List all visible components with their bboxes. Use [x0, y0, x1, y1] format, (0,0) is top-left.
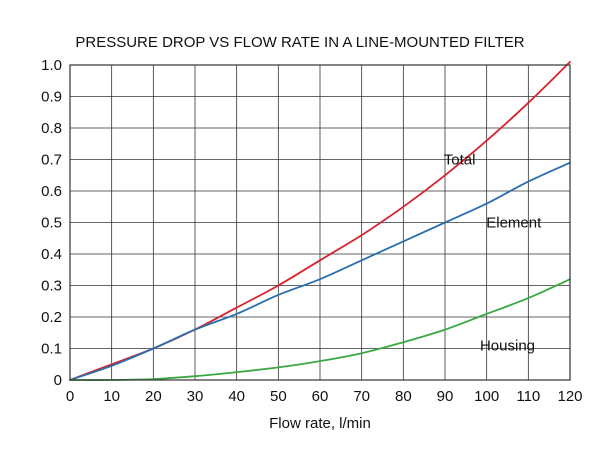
x-tick-label: 30: [187, 388, 204, 405]
tick-labels: 0 10 20 30 40 50 60 70 80 90 100 110 120 0 0.1 0.2 0.3 0.…: [41, 57, 582, 405]
y-tick-label: 1.0: [41, 57, 62, 74]
x-tick-label: 90: [437, 388, 454, 405]
series-line-element: [69, 161, 571, 381]
x-tick-label: 110: [516, 388, 540, 405]
x-tick-label: 120: [557, 388, 582, 405]
y-tick-label: 0.5: [41, 215, 62, 232]
series-label-total: Total: [444, 152, 476, 169]
x-axis-label: Flow rate, l/min: [269, 415, 371, 432]
series-lines: [69, 61, 571, 381]
series-label-element: Element: [486, 215, 542, 232]
plot-frame: [69, 64, 571, 381]
x-tick-label: 20: [145, 388, 162, 405]
series-label-housing: Housing: [480, 337, 535, 354]
y-tick-label: 0: [54, 372, 62, 389]
y-tick-label: 0.7: [41, 152, 62, 169]
x-tick-label: 100: [474, 388, 499, 405]
y-tick-label: 0.4: [41, 246, 62, 263]
series-labels: Total Element Housing: [444, 152, 542, 355]
x-tick-label: 0: [66, 388, 74, 405]
x-tick-label: 10: [103, 388, 120, 405]
x-tick-label: 70: [353, 388, 370, 405]
x-tick-label: 80: [395, 388, 412, 405]
y-tick-label: 0.3: [41, 278, 62, 295]
x-tick-label: 50: [270, 388, 287, 405]
y-tick-label: 0.8: [41, 120, 62, 137]
chart-title: PRESSURE DROP VS FLOW RATE IN A LINE-MOU…: [75, 34, 524, 51]
series-line-housing: [69, 278, 571, 381]
x-tick-label: 40: [228, 388, 245, 405]
y-tick-label: 0.1: [41, 341, 62, 358]
y-tick-label: 0.2: [41, 309, 62, 326]
y-tick-label: 0.9: [41, 89, 62, 106]
x-tick-label: 60: [312, 388, 329, 405]
y-tick-label: 0.6: [41, 183, 62, 200]
